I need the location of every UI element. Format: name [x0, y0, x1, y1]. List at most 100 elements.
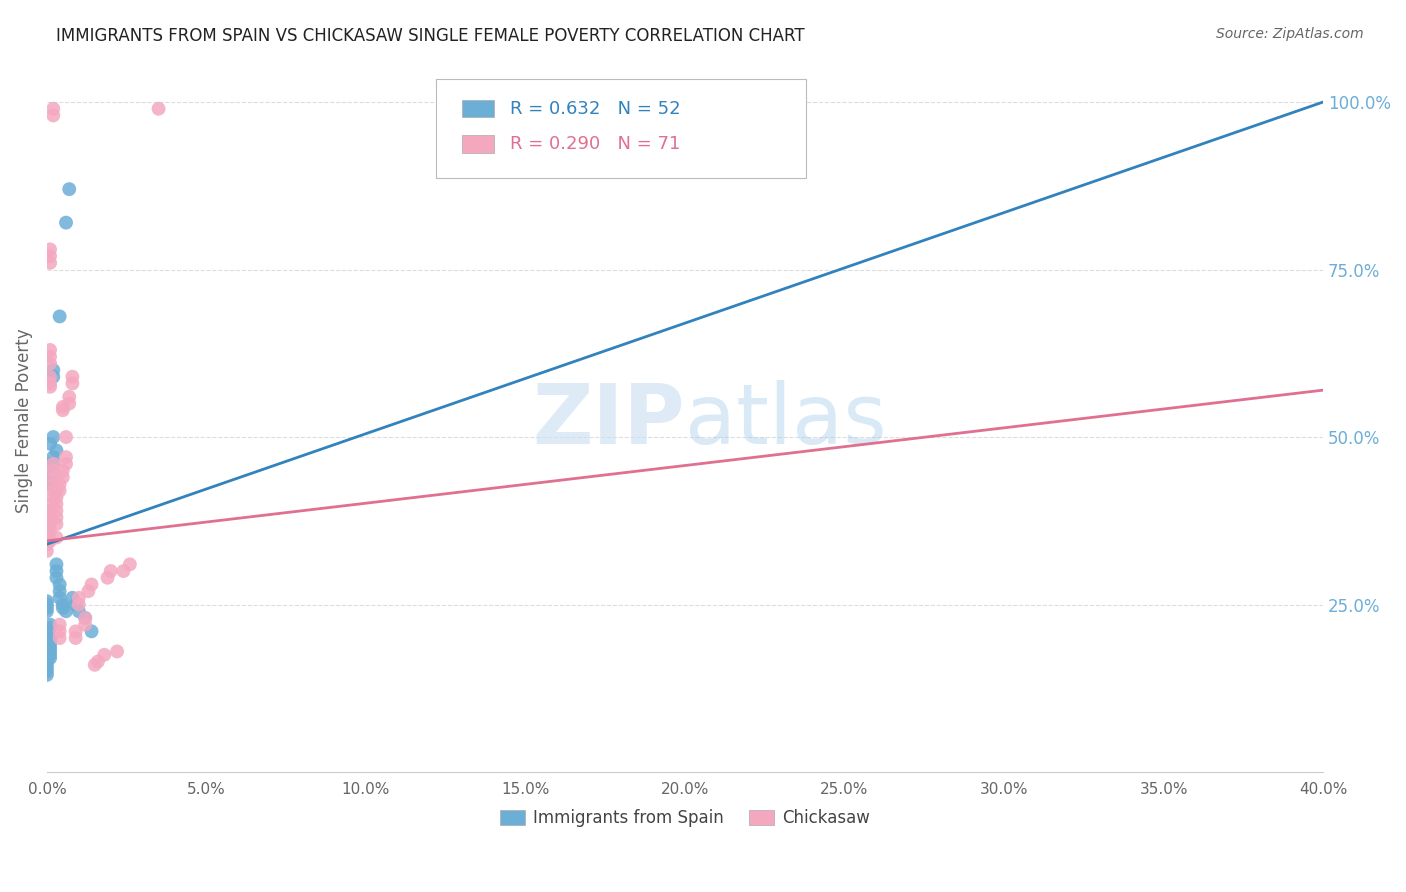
Legend: Immigrants from Spain, Chickasaw: Immigrants from Spain, Chickasaw — [494, 803, 877, 834]
Point — [42, 491, 65, 505]
Point — [35, 665, 58, 679]
Point — [42, 450, 65, 464]
Point — [35, 631, 58, 645]
Point — [48, 584, 70, 599]
Point — [65, 631, 87, 645]
Point — [42, 108, 65, 122]
Point — [55, 450, 77, 464]
Point — [75, 617, 97, 632]
Point — [48, 591, 70, 605]
FancyBboxPatch shape — [436, 79, 806, 178]
Point — [39, 356, 62, 370]
Point — [52, 598, 75, 612]
Point — [35, 533, 58, 548]
Point — [39, 517, 62, 532]
Point — [35, 604, 58, 618]
Point — [52, 600, 75, 615]
FancyBboxPatch shape — [461, 100, 494, 118]
Point — [39, 524, 62, 538]
Point — [118, 558, 141, 572]
Point — [62, 369, 84, 384]
Point — [42, 464, 65, 478]
Point — [35, 531, 58, 545]
Point — [39, 510, 62, 524]
Point — [39, 651, 62, 665]
Point — [48, 617, 70, 632]
Point — [67, 591, 90, 605]
Point — [42, 369, 65, 384]
Point — [48, 631, 70, 645]
Point — [39, 436, 62, 450]
Point — [42, 457, 65, 471]
Point — [39, 457, 62, 471]
Point — [45, 483, 67, 498]
Point — [48, 477, 70, 491]
Point — [45, 443, 67, 458]
Point — [35, 537, 58, 551]
Point — [39, 631, 62, 645]
Text: atlas: atlas — [685, 380, 887, 461]
Point — [39, 634, 62, 648]
Point — [39, 497, 62, 511]
Point — [35, 668, 58, 682]
Point — [35, 544, 58, 558]
Point — [45, 497, 67, 511]
Point — [148, 102, 170, 116]
Point — [35, 644, 58, 658]
Text: R = 0.632   N = 52: R = 0.632 N = 52 — [510, 100, 681, 118]
Point — [62, 376, 84, 391]
Point — [39, 343, 62, 357]
Point — [35, 537, 58, 551]
Point — [65, 624, 87, 639]
Point — [39, 243, 62, 257]
Point — [39, 470, 62, 484]
Point — [62, 591, 84, 605]
Y-axis label: Single Female Poverty: Single Female Poverty — [15, 328, 32, 513]
Point — [39, 617, 62, 632]
Point — [45, 558, 67, 572]
Point — [42, 430, 65, 444]
Point — [55, 430, 77, 444]
Point — [42, 102, 65, 116]
Point — [39, 621, 62, 635]
Point — [35, 651, 58, 665]
Point — [42, 483, 65, 498]
Point — [67, 604, 90, 618]
Point — [93, 648, 115, 662]
Point — [100, 564, 122, 578]
Point — [35, 634, 58, 648]
Point — [39, 256, 62, 270]
Point — [52, 400, 75, 414]
Point — [55, 216, 77, 230]
Point — [35, 531, 58, 545]
Point — [42, 470, 65, 484]
Point — [58, 396, 80, 410]
Point — [45, 531, 67, 545]
Point — [35, 600, 58, 615]
Point — [45, 504, 67, 518]
Point — [39, 477, 62, 491]
Point — [39, 249, 62, 263]
Point — [75, 611, 97, 625]
Point — [55, 604, 77, 618]
Point — [39, 369, 62, 384]
Point — [45, 571, 67, 585]
Point — [55, 457, 77, 471]
Point — [35, 648, 58, 662]
Point — [48, 624, 70, 639]
Point — [80, 577, 103, 591]
Point — [39, 376, 62, 391]
Point — [35, 624, 58, 639]
Point — [45, 510, 67, 524]
Point — [87, 655, 110, 669]
Point — [35, 661, 58, 675]
Point — [39, 644, 62, 658]
Point — [105, 644, 128, 658]
Point — [96, 571, 118, 585]
Point — [39, 380, 62, 394]
Point — [48, 483, 70, 498]
Point — [75, 611, 97, 625]
Point — [112, 564, 135, 578]
Point — [52, 464, 75, 478]
Point — [42, 477, 65, 491]
